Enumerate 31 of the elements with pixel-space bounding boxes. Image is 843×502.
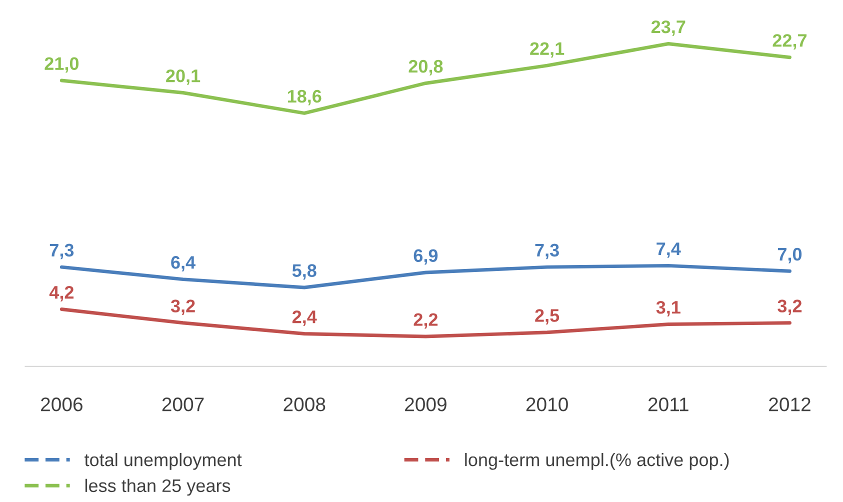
x-tick-label: 2012 — [769, 398, 810, 412]
data-label: 20,8 — [408, 60, 443, 76]
x-tick-label: 2009 — [405, 398, 446, 412]
x-tick-label: 2006 — [41, 398, 82, 412]
x-tick-label: 2010 — [526, 398, 568, 412]
data-label: 20,1 — [166, 69, 200, 85]
x-tick-label: 2007 — [162, 398, 204, 412]
data-label: 18,6 — [288, 90, 322, 106]
data-label: 3,2 — [170, 300, 195, 315]
legend-label: long-term unempl.(% active pop.) — [465, 452, 729, 470]
data-label: 2,5 — [535, 309, 560, 325]
legend-label: less than 25 years — [85, 478, 230, 496]
data-label: 23,7 — [651, 20, 686, 36]
x-tick-label: 2011 — [648, 398, 688, 412]
data-label: 6,4 — [171, 256, 196, 272]
data-label: 5,8 — [292, 264, 316, 280]
data-label: 2,2 — [414, 313, 438, 329]
data-label: 7,3 — [535, 244, 559, 260]
data-label: 6,9 — [414, 249, 438, 265]
data-label: 3,2 — [778, 300, 802, 315]
data-label: 7,3 — [50, 244, 74, 260]
data-label: 2,4 — [292, 310, 317, 326]
x-tick-label: 2008 — [284, 398, 326, 412]
legend-label: total unemployment — [84, 452, 242, 470]
data-label: 22,1 — [530, 42, 564, 58]
data-label: 21,0 — [44, 57, 79, 73]
data-label: 7,4 — [656, 242, 681, 258]
data-label: 4,2 — [49, 286, 74, 302]
data-label: 3,1 — [656, 300, 680, 316]
data-label: 22,7 — [772, 34, 807, 50]
data-label: 7,0 — [778, 248, 802, 264]
